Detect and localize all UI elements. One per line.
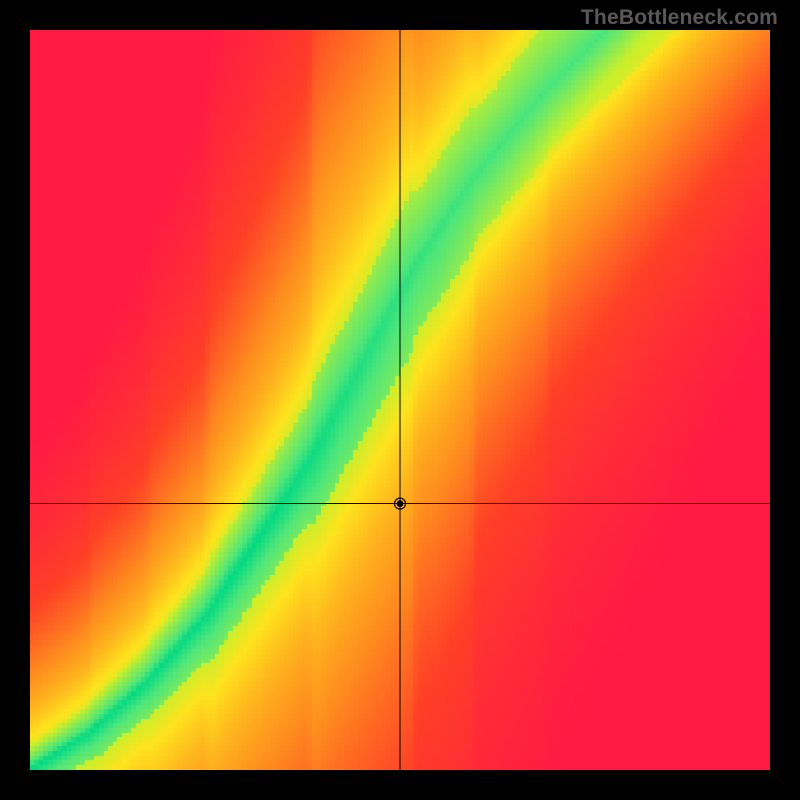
figure-root: TheBottleneck.com [0,0,800,800]
heatmap-canvas [30,30,770,770]
heatmap-plot-area [30,30,770,770]
watermark-text: TheBottleneck.com [581,6,778,30]
